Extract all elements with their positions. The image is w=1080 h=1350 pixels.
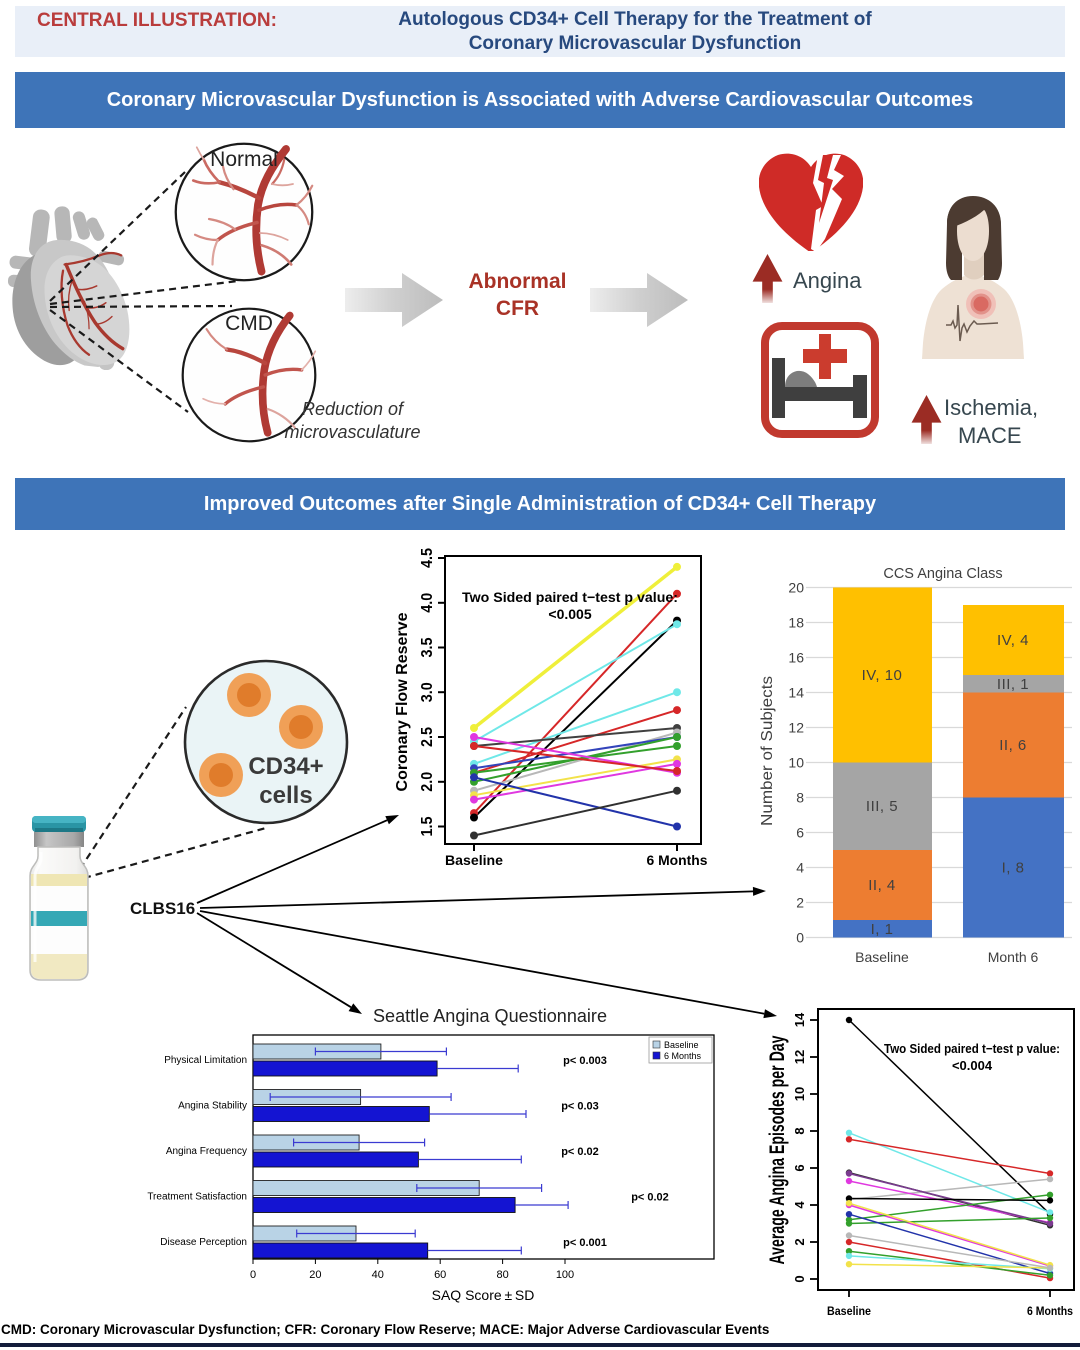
- svg-text:<0.004: <0.004: [952, 1058, 993, 1073]
- svg-text:4: 4: [792, 1201, 807, 1209]
- svg-text:Treatment Satisfaction: Treatment Satisfaction: [147, 1192, 247, 1203]
- svg-text:Angina Stability: Angina Stability: [178, 1101, 247, 1112]
- svg-text:I, 1: I, 1: [871, 921, 894, 938]
- svg-text:Average Angina Episodes per Da: Average Angina Episodes per Day: [766, 1035, 789, 1264]
- svg-text:100: 100: [556, 1269, 574, 1281]
- svg-text:CCS Angina Class: CCS Angina Class: [883, 566, 1002, 582]
- svg-text:6: 6: [796, 825, 804, 841]
- svg-text:0: 0: [792, 1275, 807, 1282]
- svg-text:Baseline: Baseline: [827, 1306, 871, 1318]
- svg-text:III, 5: III, 5: [866, 798, 898, 815]
- svg-text:2: 2: [792, 1238, 807, 1245]
- svg-text:18: 18: [788, 615, 804, 631]
- svg-text:10: 10: [792, 1087, 807, 1101]
- svg-text:6: 6: [792, 1164, 807, 1171]
- svg-text:Seattle Angina Questionnaire: Seattle Angina Questionnaire: [373, 1006, 607, 1026]
- svg-text:0: 0: [796, 930, 804, 946]
- svg-text:p< 0.001: p< 0.001: [563, 1237, 607, 1249]
- svg-text:20: 20: [788, 580, 804, 596]
- svg-text:p< 0.03: p< 0.03: [561, 1101, 599, 1113]
- svg-text:20: 20: [309, 1269, 321, 1281]
- svg-text:2: 2: [796, 895, 804, 911]
- svg-text:12: 12: [788, 720, 804, 736]
- svg-text:8: 8: [796, 790, 804, 806]
- svg-text:4.5: 4.5: [419, 548, 436, 568]
- svg-text:Baseline: Baseline: [445, 852, 503, 868]
- svg-text:Two Sided paired t−test p valu: Two Sided paired t−test p value:: [462, 589, 678, 605]
- svg-text:12: 12: [792, 1050, 807, 1064]
- svg-text:Physical Limitation: Physical Limitation: [164, 1055, 247, 1066]
- svg-text:2.5: 2.5: [419, 727, 436, 747]
- svg-text:14: 14: [792, 1012, 807, 1027]
- svg-text:IV, 10: IV, 10: [862, 667, 903, 684]
- svg-text:40: 40: [372, 1269, 384, 1281]
- svg-text:Angina Frequency: Angina Frequency: [166, 1146, 247, 1157]
- svg-text:I, 8: I, 8: [1002, 860, 1025, 877]
- svg-text:2.0: 2.0: [419, 772, 436, 792]
- svg-text:6 Months: 6 Months: [647, 852, 708, 868]
- svg-text:80: 80: [496, 1269, 508, 1281]
- svg-text:p< 0.003: p< 0.003: [563, 1055, 607, 1067]
- svg-text:Baseline: Baseline: [855, 949, 909, 965]
- svg-text:II, 6: II, 6: [999, 737, 1027, 754]
- svg-text:<0.005: <0.005: [548, 606, 591, 622]
- svg-text:II, 4: II, 4: [868, 877, 896, 894]
- svg-text:4: 4: [796, 860, 804, 876]
- svg-text:60: 60: [434, 1269, 446, 1281]
- svg-text:16: 16: [788, 650, 804, 666]
- svg-text:III, 1: III, 1: [997, 676, 1029, 693]
- svg-text:Month 6: Month 6: [988, 949, 1039, 965]
- svg-text:1.5: 1.5: [419, 816, 436, 836]
- svg-text:p< 0.02: p< 0.02: [561, 1146, 599, 1158]
- svg-text:3.0: 3.0: [419, 682, 436, 702]
- svg-text:Disease Perception: Disease Perception: [160, 1237, 247, 1248]
- svg-text:Coronary Flow Reserve: Coronary Flow Reserve: [394, 612, 411, 791]
- svg-text:14: 14: [788, 685, 804, 701]
- svg-text:p< 0.02: p< 0.02: [631, 1192, 669, 1204]
- svg-text:SAQ Score ± SD: SAQ Score ± SD: [432, 1287, 535, 1303]
- svg-text:0: 0: [250, 1269, 256, 1281]
- svg-text:10: 10: [788, 755, 804, 771]
- svg-text:6 Months: 6 Months: [1027, 1306, 1073, 1318]
- svg-text:6 Months: 6 Months: [664, 1051, 702, 1061]
- svg-text:4.0: 4.0: [419, 593, 436, 613]
- svg-text:3.5: 3.5: [419, 637, 436, 657]
- svg-text:8: 8: [792, 1127, 807, 1134]
- svg-text:Number of Subjects: Number of Subjects: [759, 676, 776, 826]
- svg-text:Two Sided paired t−test p valu: Two Sided paired t−test p value:: [884, 1041, 1060, 1056]
- svg-text:IV, 4: IV, 4: [997, 632, 1029, 649]
- svg-text:Baseline: Baseline: [664, 1040, 699, 1050]
